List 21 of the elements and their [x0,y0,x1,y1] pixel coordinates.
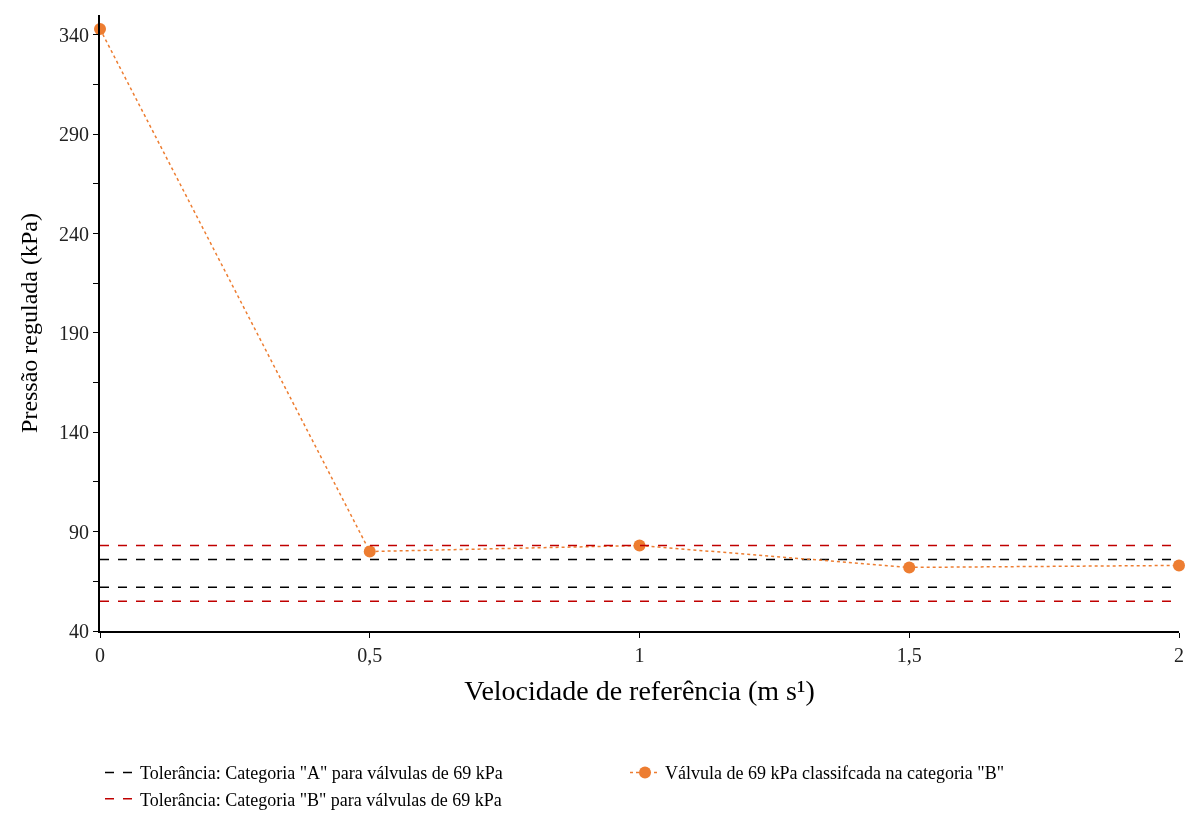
x-tick-label: 1 [634,644,645,666]
x-tick-label: 1,5 [896,644,922,666]
legend-label: Válvula de 69 kPa classifcada na categoria "B" [665,763,1005,784]
point [633,539,646,552]
y-tick-label: 90 [69,520,89,543]
legend-label: Tolerância: Categoria "A" para válvulas de 69 kPa [140,763,503,784]
y-tick-label: 240 [59,222,89,245]
legend-label: Tolerância: Categoria "B" para válvulas de 69 kPa [140,789,502,810]
x-tick-label: 0 [95,644,105,666]
y-tick-label: 340 [59,23,89,46]
point [1173,559,1185,572]
y-tick-label: 40 [69,620,89,642]
y-tick-label: 190 [59,321,89,344]
y-tick-label: 290 [59,123,89,146]
y-axis-title: Pressão regulada (kPa) [15,213,42,433]
point [903,561,916,574]
point [363,545,376,558]
x-tick-label: 0,5 [357,644,383,666]
x-tick-label: 2 [1174,644,1184,666]
x-axis-title: Velocidade de referência (m s¹) [464,674,815,706]
y-tick-label: 140 [59,421,89,444]
